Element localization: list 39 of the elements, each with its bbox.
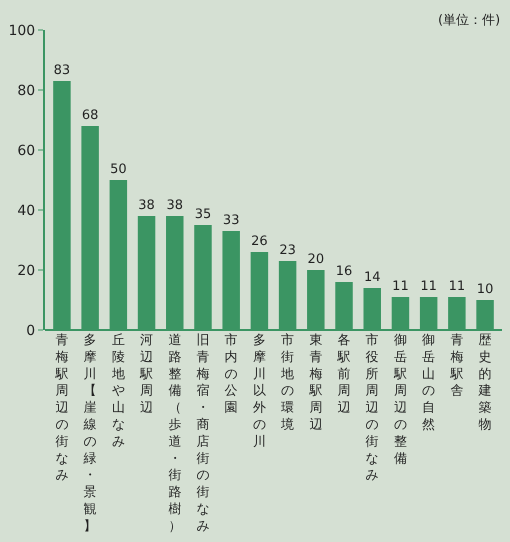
data-label: 14 [364, 270, 381, 285]
category-label: 旧青梅宿・商店街の街なみ [196, 333, 210, 534]
data-label: 11 [420, 279, 437, 294]
x-tick-label: 各駅前周辺 [336, 333, 351, 416]
data-label: 35 [194, 207, 212, 222]
x-tick-label: 丘陵地や山なみ [110, 333, 125, 450]
data-label: 11 [392, 279, 409, 294]
y-tick-label: 40 [17, 202, 36, 219]
y-tick-label: 60 [17, 142, 36, 159]
y-tick-label: 0 [26, 322, 36, 339]
data-label: 50 [110, 162, 127, 177]
data-label: 23 [279, 243, 296, 258]
category-label: 多摩川【崖線の緑・景観】 [84, 333, 97, 534]
x-tick-label: 御岳山の自然 [422, 333, 436, 432]
x-tick-label: 市街地の環境 [280, 333, 294, 432]
x-tick-label: 御岳駅周辺の整備 [392, 333, 407, 466]
x-tick-label: 河辺駅周辺 [139, 333, 154, 416]
text: (単位：件) [438, 13, 500, 28]
y-tick-label: 80 [17, 82, 36, 99]
data-label: 11 [448, 279, 466, 294]
x-tick-label: 歴史的建築物 [478, 333, 492, 432]
data-label: 16 [336, 264, 352, 279]
data-label: 68 [82, 108, 98, 123]
data-label: 83 [54, 63, 70, 78]
data-label: 33 [222, 213, 240, 228]
y-tick-label: 20 [17, 262, 36, 279]
category-label: 道路整備（歩道・街路樹） [168, 333, 182, 534]
x-tick-label: 多摩川以外の川 [252, 333, 266, 450]
category-label: 市役所周辺の街なみ [366, 333, 379, 484]
data-label: 10 [476, 282, 494, 297]
x-tick-label: 青梅駅舎 [449, 333, 464, 399]
data-label: 26 [251, 234, 268, 249]
data-label: 38 [166, 198, 184, 213]
y-tick-label: 100 [8, 22, 36, 39]
data-label: 38 [138, 198, 155, 213]
category-label: 青梅駅周辺の街なみ [55, 333, 68, 484]
data-label: 20 [308, 252, 324, 267]
x-tick-label: 東青梅駅周辺 [308, 333, 322, 432]
x-tick-label: 市内の公園 [224, 333, 238, 416]
